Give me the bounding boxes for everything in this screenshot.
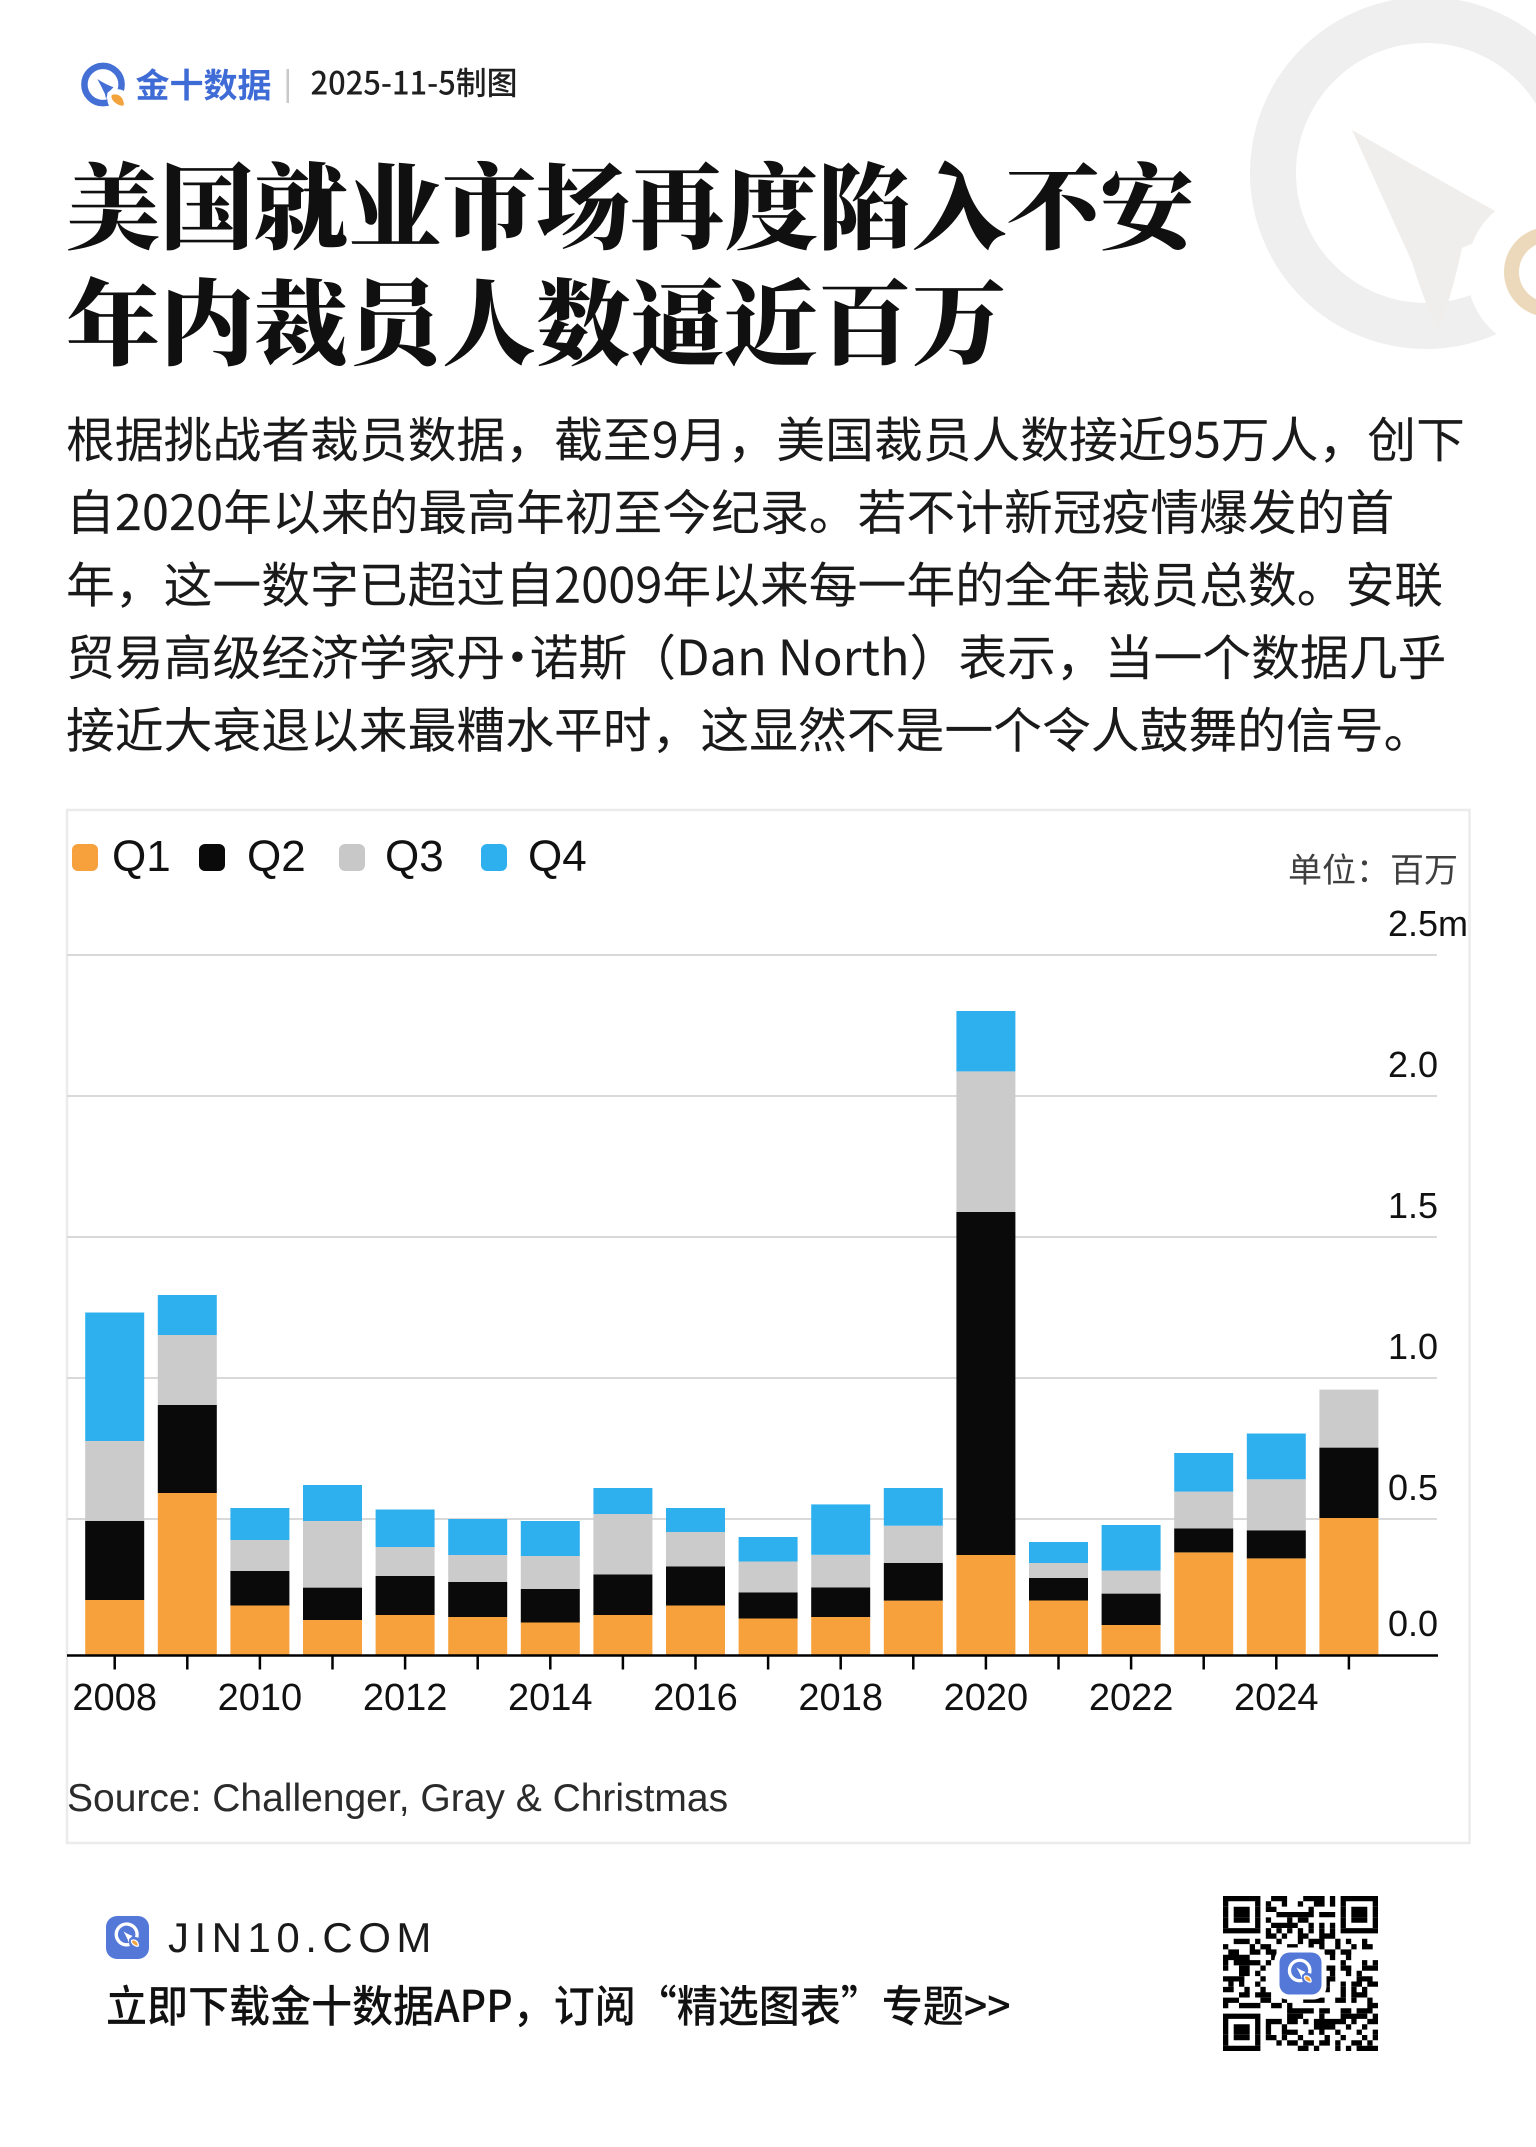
svg-text:1.5: 1.5 [1388,1185,1438,1226]
svg-text:Q4: Q4 [528,832,587,881]
svg-text:2012: 2012 [363,1677,448,1719]
svg-text:0.5: 0.5 [1388,1467,1438,1508]
svg-text:Q1: Q1 [112,832,171,881]
svg-text:2022: 2022 [1089,1677,1174,1719]
svg-text:2010: 2010 [218,1677,303,1719]
svg-text:Q2: Q2 [247,832,306,881]
svg-text:2020: 2020 [944,1677,1029,1719]
svg-text:2014: 2014 [508,1677,593,1719]
svg-text:2016: 2016 [653,1677,738,1719]
svg-text:0.0: 0.0 [1388,1603,1438,1644]
svg-text:2.0: 2.0 [1388,1044,1438,1085]
svg-text:JIN10.COM: JIN10.COM [168,1914,437,1961]
svg-text:Source: Challenger, Gray & Chr: Source: Challenger, Gray & Christmas [67,1777,728,1820]
svg-text:Q3: Q3 [385,832,444,881]
svg-text:2024: 2024 [1234,1677,1319,1719]
svg-text:2008: 2008 [72,1677,157,1719]
svg-text:1.0: 1.0 [1388,1326,1438,1367]
svg-text:2.5: 2.5 [1388,903,1438,944]
svg-text:2018: 2018 [798,1677,883,1719]
svg-text:m: m [1438,903,1468,944]
